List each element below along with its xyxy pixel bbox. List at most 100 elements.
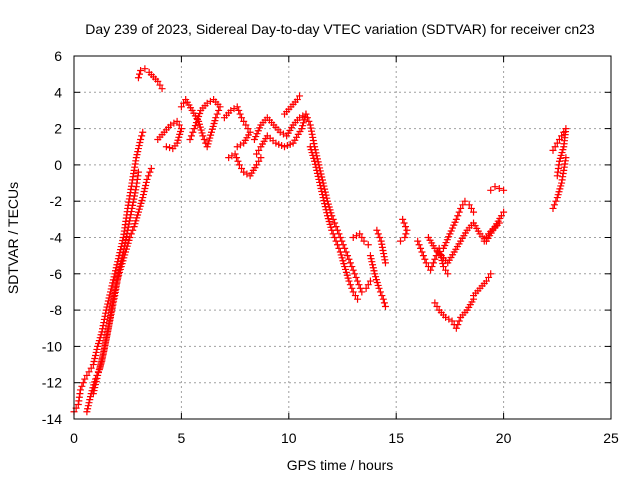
data-point	[316, 181, 324, 189]
data-point	[238, 165, 246, 173]
data-point	[196, 109, 204, 117]
data-point	[89, 361, 97, 369]
data-point	[108, 304, 116, 312]
data-point	[378, 292, 386, 300]
data-point	[346, 259, 354, 267]
data-point	[107, 310, 115, 318]
data-point	[186, 135, 194, 143]
x-tick-label: 10	[281, 430, 297, 446]
data-point	[92, 377, 100, 385]
data-point	[116, 263, 124, 271]
data-point	[126, 214, 134, 222]
data-series-arc-2	[83, 165, 155, 416]
data-point	[233, 103, 241, 111]
data-point	[243, 170, 251, 178]
data-point	[455, 317, 463, 325]
data-point	[428, 263, 436, 271]
data-point	[422, 259, 430, 267]
data-point	[364, 241, 372, 249]
data-point	[86, 396, 94, 404]
data-point	[346, 281, 354, 289]
data-point	[257, 154, 265, 162]
data-point	[90, 358, 98, 366]
data-point	[104, 326, 112, 334]
data-point	[189, 128, 197, 136]
data-point	[500, 208, 508, 216]
data-point	[78, 382, 86, 390]
data-point	[240, 117, 248, 125]
data-point	[344, 252, 352, 260]
data-point	[123, 229, 131, 237]
data-point	[134, 148, 142, 156]
data-point	[313, 169, 321, 177]
data-point	[126, 217, 134, 225]
data-point	[99, 354, 107, 362]
data-point	[115, 266, 123, 274]
data-point	[242, 121, 250, 129]
data-point	[101, 312, 109, 320]
data-point	[352, 232, 360, 240]
data-point	[293, 96, 301, 104]
data-series-arc-11	[302, 110, 374, 296]
data-point	[482, 234, 490, 241]
data-point	[414, 237, 422, 245]
data-series-arc-24	[549, 125, 570, 180]
data-point	[376, 234, 384, 241]
data-point	[311, 160, 319, 168]
data-point	[91, 351, 99, 359]
data-series-arc-3	[89, 168, 142, 398]
data-point	[102, 338, 110, 346]
data-point	[92, 348, 100, 356]
data-point	[349, 234, 357, 241]
data-point	[306, 121, 314, 129]
data-point	[402, 230, 410, 238]
data-point	[128, 204, 136, 212]
data-point	[487, 186, 495, 194]
data-point	[562, 154, 570, 162]
x-tick-label: 0	[70, 430, 78, 446]
data-point	[117, 260, 125, 268]
data-point	[139, 194, 147, 202]
data-point	[133, 151, 141, 159]
data-point	[255, 157, 263, 165]
data-point	[444, 270, 452, 278]
x-tick-label: 25	[603, 430, 619, 446]
data-point	[125, 220, 133, 228]
data-series-arc-1	[70, 128, 147, 416]
data-point	[328, 226, 336, 234]
data-point	[134, 74, 142, 82]
data-point	[103, 332, 111, 340]
data-point	[348, 263, 356, 271]
data-series-arc-21	[470, 270, 495, 300]
y-tick-label: -10	[42, 338, 62, 354]
data-point	[234, 157, 242, 165]
data-point	[366, 252, 374, 260]
data-point	[104, 297, 112, 305]
data-point	[482, 277, 490, 285]
data-point	[315, 175, 323, 183]
data-point	[465, 201, 473, 209]
data-point	[146, 168, 154, 176]
data-point	[467, 204, 475, 212]
x-tick-label: 20	[496, 430, 512, 446]
data-point	[497, 212, 505, 220]
data-point	[307, 124, 315, 132]
data-point	[380, 299, 388, 307]
data-point	[85, 368, 93, 376]
data-point	[369, 261, 377, 269]
data-point	[158, 85, 166, 93]
data-point	[213, 110, 221, 118]
data-point	[329, 230, 337, 238]
data-point	[236, 110, 244, 118]
data-point	[402, 223, 410, 231]
data-point	[122, 232, 130, 240]
data-point	[551, 143, 559, 151]
data-point	[455, 208, 463, 216]
data-point	[132, 154, 140, 162]
data-series-arc-15	[373, 226, 389, 267]
data-point	[200, 135, 208, 143]
data-point	[110, 295, 118, 303]
data-point	[238, 114, 246, 122]
data-point	[83, 408, 91, 416]
data-point	[147, 165, 155, 173]
